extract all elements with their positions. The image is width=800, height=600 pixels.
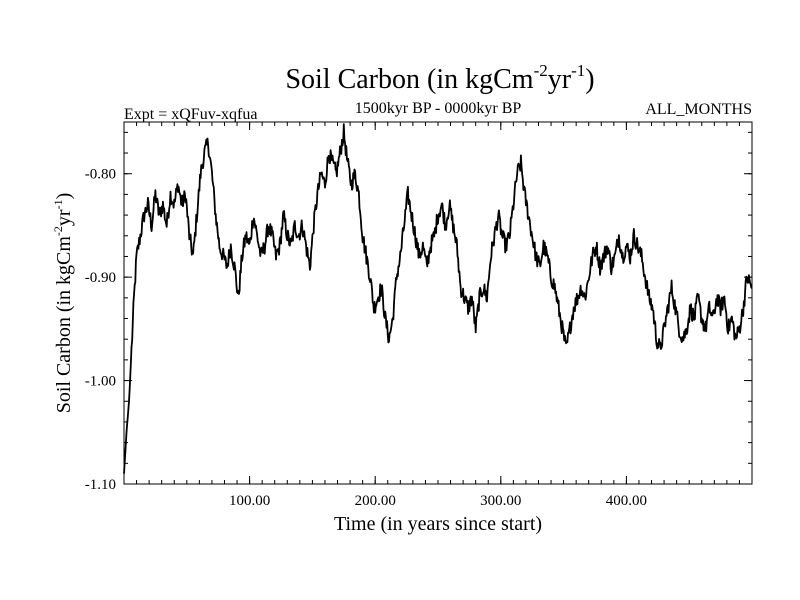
x-tick-label: 400.00 <box>606 493 647 509</box>
title-text-end: ) <box>585 64 594 95</box>
title-text-mid: yr <box>548 64 572 95</box>
subtitle-right: ALL_MONTHS <box>645 101 752 118</box>
plot-frame <box>123 121 753 485</box>
y-tick-label: -0.80 <box>85 167 116 183</box>
title-text: Soil Carbon (in kgCm <box>285 64 533 95</box>
y-axis-label: Soil Carbon (in kgCm-2yr-1) <box>51 193 75 414</box>
ylabel-exponent-1: -2 <box>51 226 65 236</box>
title-exponent-1: -2 <box>534 61 548 80</box>
y-tick-label: -0.90 <box>85 270 116 286</box>
ylabel-text-mid: yr <box>53 209 75 226</box>
title-exponent-2: -1 <box>571 61 585 80</box>
ylabel-exponent-2: -1 <box>51 199 65 209</box>
x-axis-label: Time (in years since start) <box>334 513 542 535</box>
subtitle-left: Expt = xQFuv-xqfua <box>124 106 257 123</box>
y-tick-label: -1.00 <box>85 374 116 390</box>
series-line <box>123 123 753 474</box>
minor-ticks <box>124 122 752 484</box>
ylabel-text: Soil Carbon (in kgCm <box>53 236 75 414</box>
subtitle-center: 1500kyr BP - 0000kyr BP <box>355 100 522 117</box>
y-tick-label: -1.10 <box>85 477 116 493</box>
y-axis-ticks: -1.10 -1.00 -0.90 -0.80 <box>85 167 752 493</box>
x-tick-label: 100.00 <box>229 493 270 509</box>
chart-title: Soil Carbon (in kgCm-2yr-1) <box>285 61 594 95</box>
x-axis-ticks: 100.00 200.00 300.00 400.00 <box>229 122 647 509</box>
x-tick-label: 200.00 <box>355 493 396 509</box>
x-tick-label: 300.00 <box>480 493 521 509</box>
ylabel-text-end: ) <box>53 193 75 200</box>
